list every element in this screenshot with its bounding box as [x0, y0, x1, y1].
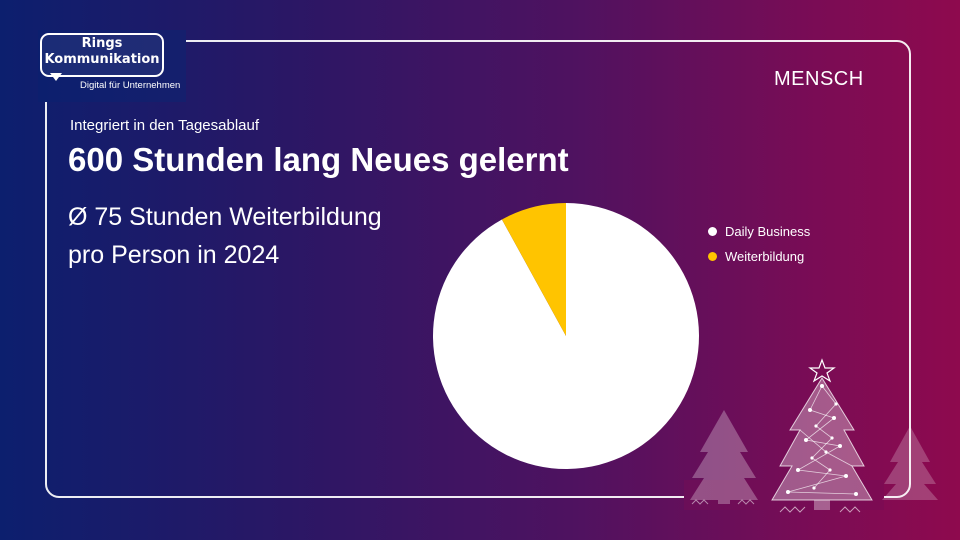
legend-label: Weiterbildung — [725, 249, 805, 264]
subtitle: Ø 75 Stunden Weiterbildung pro Person in… — [68, 198, 448, 274]
section-label: MENSCH — [774, 68, 864, 90]
logo-bubble — [40, 33, 164, 77]
page-title: 600 Stunden lang Neues gelernt — [68, 141, 569, 178]
logo-text-line1: Rings — [81, 36, 123, 51]
logo-bubble-tail — [50, 73, 62, 81]
frame-gap-bottom — [684, 480, 884, 510]
logo-tagline: Digital für Unternehmen — [80, 80, 181, 91]
logo-text-line2: Kommunikation — [44, 52, 160, 67]
subtitle-line1: Ø 75 Stunden Weiterbildung — [68, 203, 382, 231]
legend-item-daily-business: Daily Business — [708, 219, 810, 244]
content-frame — [45, 40, 911, 498]
legend-label: Daily Business — [725, 224, 811, 239]
legend-dot-icon — [708, 252, 717, 261]
frame-gap — [38, 30, 186, 102]
pie-chart — [433, 203, 699, 470]
pie-slice-daily-business — [433, 203, 699, 470]
brand-logo[interactable]: Rings Kommunikation Digital für Unterneh… — [40, 33, 180, 93]
legend-item-weiterbildung: Weiterbildung — [708, 244, 810, 269]
chart-legend: Daily Business Weiterbildung — [708, 219, 810, 269]
legend-dot-icon — [708, 227, 717, 236]
kicker-text: Integriert in den Tagesablauf — [70, 117, 260, 134]
pie-slice-weiterbildung — [501, 203, 566, 336]
subtitle-line2: pro Person in 2024 — [68, 241, 280, 269]
